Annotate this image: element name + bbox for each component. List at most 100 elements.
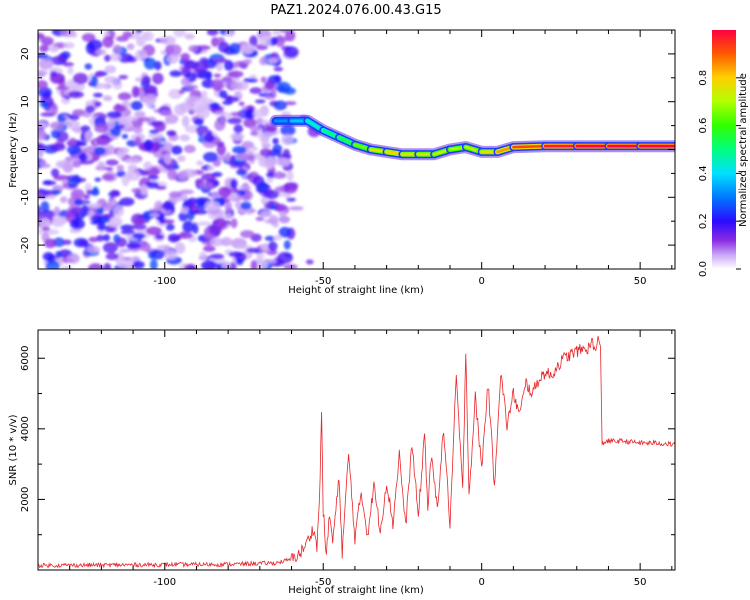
noise-blob: [259, 132, 271, 144]
noise-blob: [196, 45, 211, 51]
noise-blob: [228, 251, 243, 258]
noise-blob: [230, 81, 243, 90]
noise-blob: [88, 236, 99, 243]
noise-blob: [211, 36, 219, 47]
noise-blob: [224, 152, 232, 162]
noise-blob: [66, 253, 80, 264]
noise-blob: [45, 195, 56, 200]
noise-blob: [151, 141, 161, 152]
noise-blob: [164, 200, 171, 212]
noise-blob: [258, 35, 275, 46]
noise-blob: [199, 181, 214, 189]
noise-blob: [166, 44, 182, 56]
noise-blob: [61, 265, 73, 269]
noise-blob: [186, 95, 198, 103]
noise-blob: [251, 146, 258, 152]
noise-blob: [128, 170, 141, 181]
noise-blob: [96, 234, 104, 242]
noise-blob: [68, 137, 77, 147]
noise-blob: [196, 160, 204, 166]
noise-blob: [229, 132, 245, 141]
noise-blob: [221, 76, 233, 83]
colorbar-tick-label: 0.8: [698, 70, 709, 86]
noise-blob: [238, 101, 245, 106]
noise-blob: [185, 84, 199, 90]
x-tick-label: -100: [153, 276, 176, 287]
noise-blob: [160, 35, 177, 45]
noise-blob: [126, 242, 141, 250]
noise-blob: [134, 111, 146, 117]
x-tick-label: 0: [478, 577, 484, 588]
noise-blob: [254, 99, 266, 104]
noise-blob: [263, 219, 278, 224]
noise-blob: [66, 120, 81, 130]
noise-blob: [178, 89, 185, 95]
noise-blob: [41, 226, 51, 232]
noise-blob: [280, 124, 296, 137]
noise-blob: [240, 201, 252, 210]
colorbar-label: Normalized spectral amplitude: [738, 73, 749, 227]
noise-blob: [240, 44, 256, 54]
noise-blob: [94, 71, 104, 78]
noise-blob: [179, 189, 195, 195]
noise-blob: [48, 45, 59, 53]
noise-blob: [281, 134, 294, 146]
noise-blob: [130, 100, 143, 111]
noise-blob: [167, 169, 178, 181]
noise-blob: [214, 119, 226, 131]
noise-blob: [265, 126, 277, 133]
noise-blob: [122, 31, 133, 38]
noise-blob: [260, 196, 269, 205]
noise-blob: [106, 216, 123, 228]
noise-blob: [40, 36, 54, 46]
noise-blob: [204, 201, 221, 212]
noise-blob: [286, 170, 294, 182]
noise-blob: [38, 58, 54, 70]
noise-blob: [273, 66, 284, 72]
noise-blob: [66, 145, 82, 155]
noise-blob: [215, 62, 223, 72]
noise-blob: [78, 153, 88, 162]
noise-blob: [95, 134, 111, 146]
noise-blob: [273, 234, 283, 241]
noise-blob: [163, 152, 172, 164]
noise-blob: [255, 216, 265, 222]
noise-blob: [184, 263, 197, 269]
noise-blob: [102, 242, 118, 254]
noise-blob: [83, 194, 91, 200]
noise-blob: [261, 142, 271, 149]
noise-blob: [245, 108, 256, 120]
noise-blob: [228, 262, 237, 269]
noise-blob: [148, 132, 165, 139]
noise-blob: [94, 123, 109, 133]
noise-blob: [121, 133, 129, 139]
noise-blob: [94, 101, 102, 107]
noise-blob: [126, 43, 135, 50]
noise-blob: [255, 253, 266, 259]
noise-blob: [106, 111, 122, 119]
noise-blob: [94, 177, 102, 182]
snr-ticks: -100 -50 0 50 2000 4000 6000: [20, 330, 675, 588]
noise-blob: [55, 251, 62, 259]
noise-blob: [232, 145, 247, 154]
noise-blob: [72, 160, 82, 168]
noise-blob: [284, 101, 297, 106]
noise-blob: [131, 86, 140, 98]
spectrogram-signal-track: [269, 114, 675, 161]
noise-blob: [81, 33, 96, 42]
noise-blob: [270, 36, 279, 45]
noise-blob: [272, 137, 279, 145]
y-tick-label: -20: [20, 237, 31, 253]
noise-blob: [49, 143, 66, 152]
noise-blob: [134, 49, 147, 61]
noise-blob: [121, 174, 130, 187]
noise-blob: [230, 218, 238, 229]
noise-blob: [77, 239, 89, 246]
noise-blob: [68, 90, 84, 99]
noise-blob: [70, 188, 85, 200]
noise-blob: [134, 136, 142, 147]
colorbar: 0.0 0.2 0.4 0.6 0.8 Normalized spectral ampl…: [698, 30, 749, 277]
noise-blob: [118, 124, 125, 129]
